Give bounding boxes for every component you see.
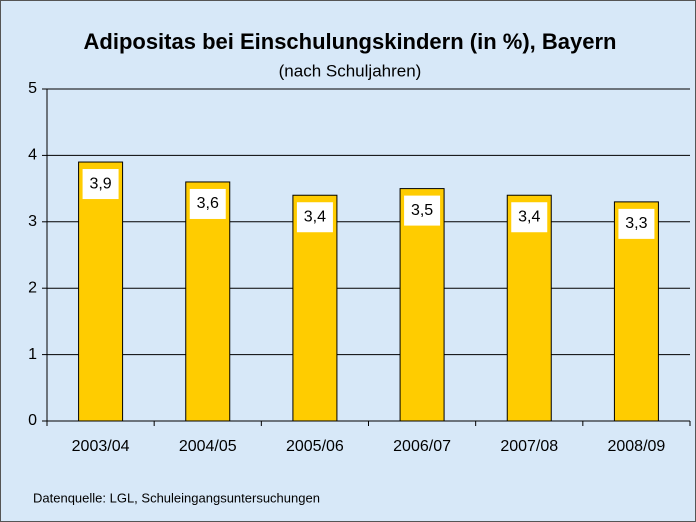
- y-tick-label: 2: [28, 279, 37, 296]
- x-tick-label: 2008/09: [607, 438, 665, 455]
- value-label: 3,3: [625, 215, 647, 232]
- source-note: Datenquelle: LGL, Schuleingangsuntersuch…: [33, 490, 320, 505]
- bar: [185, 181, 231, 422]
- y-tick-label: 5: [28, 80, 37, 97]
- bar: [399, 188, 445, 422]
- bar: [292, 194, 338, 422]
- value-label-box: [404, 195, 441, 226]
- value-label-box: [82, 169, 119, 200]
- value-label: 3,9: [89, 175, 111, 192]
- value-label: 3,6: [197, 195, 219, 212]
- chart-subtitle: (nach Schuljahren): [279, 61, 422, 80]
- value-label-box: [296, 202, 333, 233]
- chart-title: Adipositas bei Einschulungskindern (in %…: [84, 29, 617, 54]
- value-label: 3,5: [411, 202, 433, 219]
- y-tick-label: 3: [28, 213, 37, 230]
- value-label: 3,4: [518, 208, 540, 225]
- value-label-box: [511, 202, 548, 233]
- y-tick-label: 1: [28, 346, 37, 363]
- y-tick-label: 0: [28, 412, 37, 429]
- value-label: 3,4: [304, 208, 326, 225]
- value-label-box: [189, 188, 226, 219]
- x-tick-label: 2006/07: [393, 438, 451, 455]
- value-label-box: [618, 208, 655, 239]
- x-tick-label: 2003/04: [72, 438, 130, 455]
- y-tick-label: 4: [28, 147, 37, 164]
- x-tick-label: 2007/08: [500, 438, 558, 455]
- x-tick-label: 2004/05: [179, 438, 237, 455]
- bar: [506, 194, 552, 422]
- bar: [78, 161, 124, 422]
- x-tick-label: 2005/06: [286, 438, 344, 455]
